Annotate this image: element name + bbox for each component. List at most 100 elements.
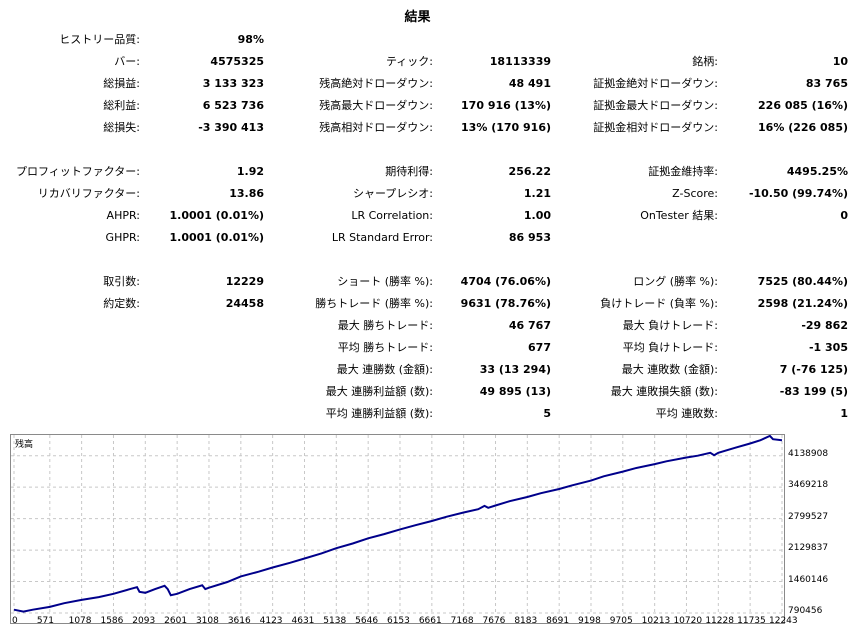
y-tick-label: 3469218 [788, 480, 829, 491]
stat-value: 4704 (76.06%) [460, 275, 551, 288]
stat-label: LR Correlation: [351, 209, 433, 222]
stat-value: -10.50 (99.74%) [748, 187, 848, 200]
stat-label: 負けトレード (負率 %): [600, 297, 718, 310]
stat-label: 証拠金相対ドローダウン: [593, 121, 718, 134]
stat-label: 平均 勝ちトレード: [337, 341, 433, 354]
stat-label: 最大 連勝数 (金額): [336, 363, 433, 376]
stat-value: 13.86 [229, 187, 264, 200]
x-tick-label: 571 [36, 616, 54, 626]
stat-value: 4575325 [210, 55, 264, 68]
stat-label: 平均 連敗数: [655, 407, 718, 420]
x-tick-label: 5646 [355, 616, 379, 626]
stat-value: 18113339 [489, 55, 551, 68]
stat-label: OnTester 結果: [640, 209, 718, 222]
stat-value: 7525 (80.44%) [757, 275, 848, 288]
stat-label: 最大 連敗損失額 (数): [610, 385, 718, 398]
stat-value: 677 [528, 341, 551, 354]
x-tick-label: 6153 [386, 616, 410, 626]
x-tick-label: 11735 [737, 616, 766, 626]
stat-label: ロング (勝率 %): [633, 275, 718, 288]
stat-value: 1 [840, 407, 848, 420]
stat-label: 証拠金絶対ドローダウン: [593, 77, 718, 90]
stat-value: 1.0001 (0.01%) [169, 209, 265, 222]
stat-value: 86 953 [508, 231, 551, 244]
stat-label: 取引数: [103, 275, 140, 288]
stat-label: 総損失: [103, 121, 140, 134]
x-tick-label: 0 [12, 616, 18, 626]
stat-value: 33 (13 294) [479, 363, 551, 376]
stat-label: シャープレシオ: [352, 187, 433, 200]
x-tick-label: 8183 [514, 616, 538, 626]
stat-label: リカバリファクター: [37, 187, 140, 200]
stat-label: 期待利得: [385, 165, 433, 178]
stat-value: 3 133 323 [202, 77, 264, 90]
stat-value: 1.92 [236, 165, 264, 178]
x-tick-label: 3108 [195, 616, 219, 626]
stat-value: -3 390 413 [198, 121, 264, 134]
y-tick-label: 1460146 [788, 574, 829, 585]
stat-label: 銘柄: [692, 55, 718, 68]
x-tick-label: 3616 [227, 616, 251, 626]
stat-value: 5 [543, 407, 551, 420]
stat-value: 49 895 (13) [479, 385, 551, 398]
stat-value: 0 [840, 209, 848, 222]
x-tick-label: 6661 [418, 616, 442, 626]
series-label: 残高 [15, 438, 33, 450]
stat-value: 46 767 [508, 319, 551, 332]
x-tick-label: 10213 [641, 616, 671, 626]
stat-label: LR Standard Error: [331, 231, 433, 244]
x-tick-label: 4123 [259, 616, 283, 626]
stat-value: 7 (-76 125) [779, 363, 848, 376]
balance-chart: 残高 [10, 434, 785, 624]
balance-series-line [13, 435, 783, 613]
x-tick-label: 12243 [769, 616, 798, 626]
stat-label: バー: [114, 55, 140, 68]
report-title: 結果 [404, 10, 431, 25]
stat-label: 残高最大ドローダウン: [319, 99, 433, 112]
x-tick-label: 4631 [291, 616, 315, 626]
x-tick-label: 8691 [546, 616, 570, 626]
stat-value: -83 199 (5) [779, 385, 848, 398]
x-tick-label: 7168 [450, 616, 474, 626]
stat-value: 6 523 736 [202, 99, 264, 112]
stat-value: 1.21 [523, 187, 551, 200]
x-tick-label: 7676 [482, 616, 506, 626]
stat-label: 平均 負けトレード: [622, 341, 718, 354]
stat-value: -1 305 [808, 341, 848, 354]
stat-label: 勝ちトレード (勝率 %): [315, 297, 433, 310]
stat-label: 残高絶対ドローダウン: [319, 77, 433, 90]
x-tick-label: 2093 [132, 616, 156, 626]
x-tick-label: 2601 [164, 616, 188, 626]
stat-value: 9631 (78.76%) [460, 297, 551, 310]
stat-value: 1.0001 (0.01%) [169, 231, 265, 244]
stat-label: 証拠金最大ドローダウン: [593, 99, 718, 112]
x-tick-label: 9198 [577, 616, 601, 626]
stat-label: 証拠金維持率: [648, 165, 718, 178]
stat-value: 83 765 [805, 77, 848, 90]
stat-label: 残高相対ドローダウン: [319, 121, 433, 134]
stat-value: -29 862 [801, 319, 848, 332]
x-tick-label: 1078 [68, 616, 92, 626]
stat-value: 2598 (21.24%) [757, 297, 848, 310]
stat-value: 98% [237, 33, 264, 46]
stat-value: 1.00 [523, 209, 551, 222]
stat-label: Z-Score: [672, 187, 718, 200]
stat-label: ショート (勝率 %): [337, 275, 433, 288]
stat-label: GHPR: [105, 231, 140, 244]
stat-value: 12229 [225, 275, 264, 288]
stat-label: 平均 連勝利益額 (数): [325, 407, 433, 420]
y-tick-label: 2129837 [788, 543, 829, 554]
stat-label: 最大 勝ちトレード: [337, 319, 433, 332]
stat-value: 170 916 (13%) [461, 99, 551, 112]
stat-value: 10 [832, 55, 848, 68]
stat-value: 256.22 [508, 165, 551, 178]
stat-label: 総損益: [103, 77, 140, 90]
x-tick-label: 11228 [705, 616, 734, 626]
stat-value: 16% (226 085) [758, 121, 848, 134]
stat-label: 最大 連敗数 (金額): [621, 363, 718, 376]
stat-label: 最大 連勝利益額 (数): [325, 385, 433, 398]
stat-label: AHPR: [106, 209, 140, 222]
x-tick-label: 1586 [100, 616, 124, 626]
stat-label: 最大 負けトレード: [622, 319, 718, 332]
y-tick-label: 2799527 [788, 511, 829, 522]
